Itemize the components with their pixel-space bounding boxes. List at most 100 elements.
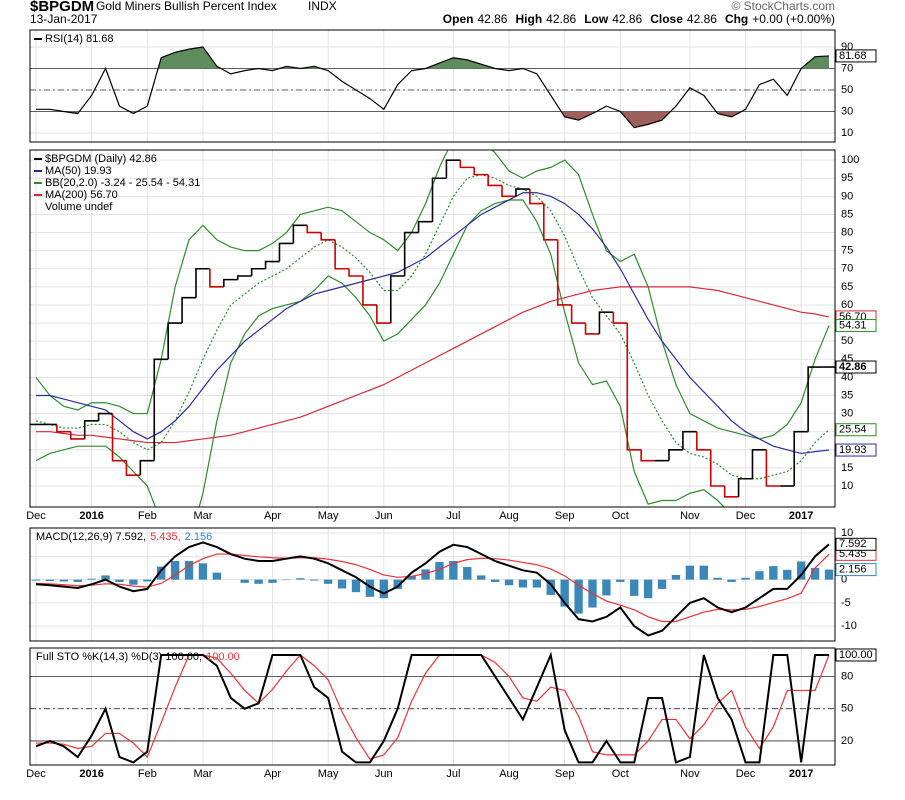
y-tick-label: 40 <box>841 371 853 383</box>
y-tick-label: 20 <box>841 735 853 747</box>
series-line <box>35 553 830 623</box>
x-tick-label: Apr <box>264 768 281 780</box>
x-tick-label: Jul <box>446 510 460 522</box>
price-step <box>334 239 350 270</box>
legend-entry: MA(50) 19.93 <box>45 165 112 177</box>
x-tick-label: 2016 <box>79 768 103 780</box>
x-tick-label: Mar <box>193 768 212 780</box>
panel <box>30 150 835 507</box>
end-label-box <box>835 563 877 577</box>
price-step <box>139 459 155 476</box>
price-step <box>765 449 781 487</box>
panel-border <box>29 29 836 143</box>
y-tick-label: -5 <box>841 597 851 609</box>
y-tick-label: 30 <box>841 407 853 419</box>
price-step <box>487 174 503 187</box>
price-step <box>612 312 628 324</box>
x-tick-label: 2016 <box>79 510 103 522</box>
price-step <box>389 275 405 324</box>
histogram-bar <box>170 561 180 580</box>
x-tick-label: Feb <box>138 510 157 522</box>
price-step <box>195 267 210 298</box>
panel <box>30 30 835 142</box>
end-label-box <box>835 49 877 63</box>
end-label-box <box>835 443 877 457</box>
histogram-bar <box>184 561 194 580</box>
histogram-bar <box>435 561 444 580</box>
quote-value: 42.86 <box>546 12 576 26</box>
price-step <box>348 268 363 277</box>
y-tick-label: 50 <box>841 84 853 96</box>
histogram-bar <box>630 579 639 596</box>
x-tick-label: May <box>318 510 339 522</box>
y-tick-label: 15 <box>841 462 853 474</box>
price-step <box>320 232 336 241</box>
y-tick-label: 95 <box>841 172 853 184</box>
price-step <box>626 323 642 451</box>
price-step <box>111 413 127 462</box>
histogram-bar <box>490 579 500 582</box>
y-tick-label: 10 <box>841 527 853 539</box>
end-label: 100.00 <box>839 649 873 661</box>
histogram-bar <box>254 579 263 584</box>
y-tick-label: 65 <box>841 281 853 293</box>
x-tick-label: 2017 <box>789 510 813 522</box>
price-step <box>598 311 614 334</box>
price-step <box>153 358 169 461</box>
end-label: 81.68 <box>839 50 867 62</box>
quote-value: +0.00 (+0.00%) <box>752 12 835 26</box>
histogram-bar <box>129 579 138 585</box>
legend-entry: MA(200) 56.70 <box>45 189 118 201</box>
price-step <box>584 323 600 335</box>
histogram-bar <box>421 569 430 580</box>
x-tick-label: Aug <box>499 768 519 780</box>
histogram-bar <box>671 574 681 580</box>
histogram-bar <box>643 579 653 599</box>
x-tick-label: Aug <box>499 510 519 522</box>
price-step <box>570 304 586 324</box>
y-tick-label: 70 <box>841 62 853 74</box>
histogram-bar <box>73 579 82 582</box>
end-label: 5.435 <box>839 548 867 560</box>
legend-entry: 100.00 <box>206 651 240 663</box>
price-step <box>529 189 544 205</box>
legend-entry: $BPGDM (Daily) 42.86 <box>45 153 157 165</box>
price-step <box>709 449 725 487</box>
histogram-bar <box>783 569 792 580</box>
histogram-bar <box>365 579 375 597</box>
histogram-bar <box>143 579 152 582</box>
legend-entry: Volume undef <box>45 201 113 213</box>
y-tick-label: 60 <box>841 299 853 311</box>
x-tick-label: Jun <box>375 510 393 522</box>
legend-entry: BB(20,2.0) -3.24 - 25.54 - 54.31 <box>45 177 200 189</box>
histogram-bar <box>560 579 569 607</box>
histogram-bar <box>463 567 472 580</box>
price-step <box>807 366 823 432</box>
y-tick-label: 80 <box>841 226 853 238</box>
price-step <box>417 220 433 233</box>
x-tick-label: Oct <box>612 510 629 522</box>
price-step <box>292 224 308 244</box>
price-step <box>125 460 141 476</box>
panel-border <box>29 527 836 642</box>
histogram-bar <box>310 579 319 581</box>
quote-label: Chg <box>725 12 748 26</box>
panel-border <box>29 647 836 766</box>
x-tick-label: Sep <box>555 510 575 522</box>
x-tick-label: Dec <box>26 768 46 780</box>
price-step <box>473 167 489 176</box>
price-step <box>69 431 85 440</box>
histogram-bar <box>323 579 333 584</box>
y-tick-label: 30 <box>841 105 853 117</box>
oversold-fill <box>63 111 742 128</box>
panel <box>30 648 835 765</box>
histogram-bar <box>546 579 555 595</box>
histogram-bar <box>797 561 806 580</box>
series-line <box>35 199 725 507</box>
quote-label: Open <box>443 12 474 26</box>
y-tick-label: 10 <box>841 480 853 492</box>
histogram-bar <box>296 578 305 580</box>
x-tick-label: 2017 <box>789 768 813 780</box>
legend-entry: Full STO %K(14,3) %D(3) 100.00, <box>36 651 202 663</box>
panel <box>30 528 835 641</box>
